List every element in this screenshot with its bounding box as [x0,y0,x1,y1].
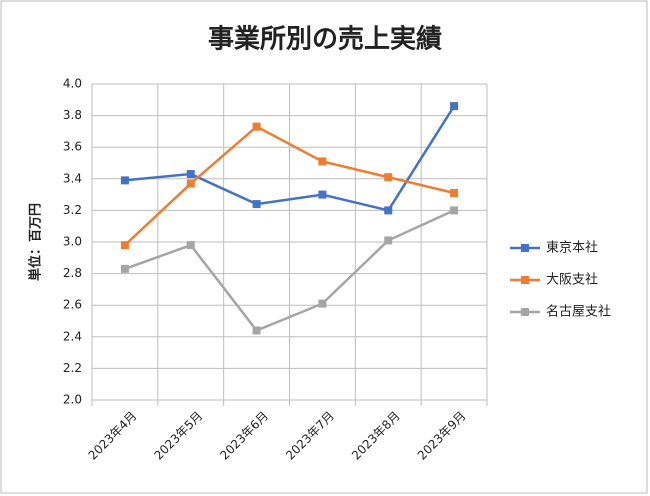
legend-label: 東京本社 [546,240,598,256]
data-point [252,122,261,131]
data-point [384,173,393,182]
legend-marker [521,308,529,316]
chart-title: 事業所別の売上実績 [208,24,442,55]
data-point [384,236,393,245]
series-line [124,105,456,212]
y-tick-label: 4.0 [63,77,82,91]
data-point [450,102,459,111]
legend-label: 名古屋支社 [546,304,611,320]
data-point [318,299,327,308]
y-tick-label: 3.8 [63,108,82,122]
data-point [252,200,261,209]
y-tick-label: 3.2 [63,203,82,217]
y-tick-label: 3.6 [63,140,82,154]
y-tick-label: 2.8 [63,266,82,280]
data-point [120,264,129,273]
data-point [318,157,327,166]
y-tick-label: 2.4 [63,329,82,343]
y-axis-label: 単位：百万円 [28,203,44,281]
series-line [124,125,455,247]
data-point [252,326,261,335]
data-point [120,176,129,185]
data-point [186,241,195,250]
legend-marker [521,276,529,284]
y-tick-label: 2.6 [63,298,82,312]
legend-marker [521,244,529,252]
series-line [124,209,455,332]
y-tick-label: 2.2 [63,361,82,375]
data-point [186,170,195,179]
y-tick-label: 3.4 [63,171,82,185]
y-tick-label: 2.0 [63,393,82,407]
data-point [120,241,129,250]
legend-label: 大阪支社 [546,272,598,288]
data-point [186,179,195,188]
data-point [450,206,459,215]
data-point [318,190,327,199]
y-tick-label: 3.0 [63,235,82,249]
data-point [384,206,393,215]
data-point [450,189,459,198]
